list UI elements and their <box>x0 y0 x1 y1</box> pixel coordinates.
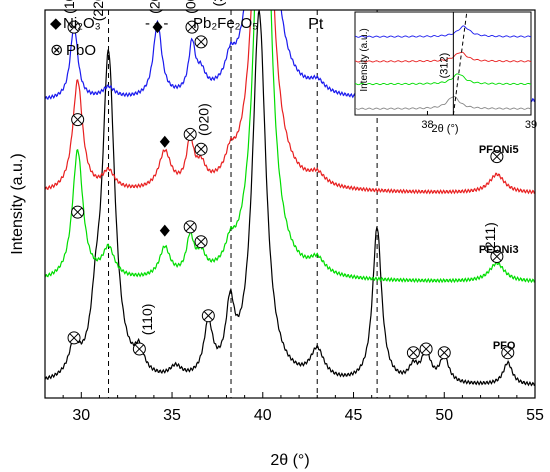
series-label: PFONi3 <box>479 244 519 256</box>
pbo-marker <box>194 35 208 49</box>
legend-label-ni2o3: Ni₂O₃ <box>63 15 101 32</box>
series-line-pfoni3 <box>45 10 535 284</box>
x-tick-label: 55 <box>526 407 544 424</box>
pbo-marker <box>419 342 433 356</box>
pbo-marker <box>183 220 197 234</box>
pbo-marker <box>67 20 81 34</box>
x-tick-label: 40 <box>254 407 272 424</box>
ni2o3-marker <box>159 135 170 148</box>
x-tick-label: 45 <box>345 407 363 424</box>
peak-label: (020) <box>195 103 211 136</box>
pbo-marker <box>194 235 208 249</box>
inset-series-line-pfoni10 <box>355 25 531 38</box>
pt-label: Pt <box>308 16 324 33</box>
inset-series-line-pfoni3 <box>355 73 531 86</box>
plot-frame <box>44 9 536 399</box>
peak-label: (312) <box>210 0 226 6</box>
legend-symbol-dash: - - - <box>145 15 168 32</box>
inset-x-tick-label: 39 <box>525 119 537 131</box>
x-tick-label: 50 <box>435 407 453 424</box>
inset-y-label: Intensity (a.u.) <box>359 28 370 91</box>
inset-chart: 38 39 2θ (°) Intensity (a.u.) (312) <box>354 11 537 135</box>
pbo-marker <box>194 142 208 156</box>
y-axis-label: Intensity (a.u.) <box>9 153 26 254</box>
reference-lines <box>108 10 378 398</box>
pbo-marker <box>71 113 85 127</box>
pbo-marker <box>437 346 451 360</box>
pbo-marker <box>67 331 81 345</box>
inset-frame <box>354 11 532 116</box>
x-tick-label: 30 <box>72 407 90 424</box>
legend-label-pbo: PbO <box>66 42 96 59</box>
inset-peak-label: (312) <box>438 53 450 79</box>
inset-x-tick-label: 38 <box>421 119 433 131</box>
peak-label: (220) <box>90 0 106 21</box>
inset-shift-line <box>452 12 468 115</box>
series-line-pfo <box>45 10 535 387</box>
peak-label: (101) <box>61 0 77 14</box>
pbo-marker <box>201 309 215 323</box>
pbo-marker <box>490 150 504 164</box>
legend: ◆ Ni₂O₃ - - - Pb₂Fe₂O₅ ⊗ PbO <box>50 15 258 59</box>
ni2o3-marker <box>159 224 170 237</box>
peak-label: (110) <box>139 304 155 336</box>
pbo-marker <box>501 346 515 360</box>
inset-series-line-pfoni5 <box>355 51 531 63</box>
pbo-marker <box>490 250 504 263</box>
x-tick-label: 35 <box>163 407 181 424</box>
peak-label: (211) <box>482 222 498 254</box>
pbo-marker <box>406 346 420 360</box>
series-line-pfoni5 <box>45 10 535 195</box>
inset-x-label: 2θ (°) <box>431 123 458 135</box>
peak-label: (002) <box>183 0 199 14</box>
inset-x-ticks: 38 39 <box>421 111 537 131</box>
legend-label-pb2fe2o5: Pb₂Fe₂O₅ <box>193 15 258 32</box>
series-label: PFO <box>493 340 516 352</box>
pbo-marker <box>183 127 197 141</box>
legend-symbol-diamond: ◆ <box>50 15 62 32</box>
legend-symbol-otimes: ⊗ <box>50 42 63 59</box>
x-axis-ticks: 30 35 40 45 50 55 <box>44 392 544 424</box>
pbo-marker <box>71 205 85 219</box>
series-label: PFONi5 <box>479 144 519 156</box>
ni2o3-marker <box>152 21 163 34</box>
peak-label: (202) <box>146 0 162 14</box>
x-axis-label: 2θ (°) <box>270 452 309 469</box>
inset-series-layer <box>355 12 531 115</box>
pbo-marker <box>185 20 199 34</box>
pbo-marker <box>132 342 146 356</box>
inset-series-line-pfo <box>355 96 531 110</box>
